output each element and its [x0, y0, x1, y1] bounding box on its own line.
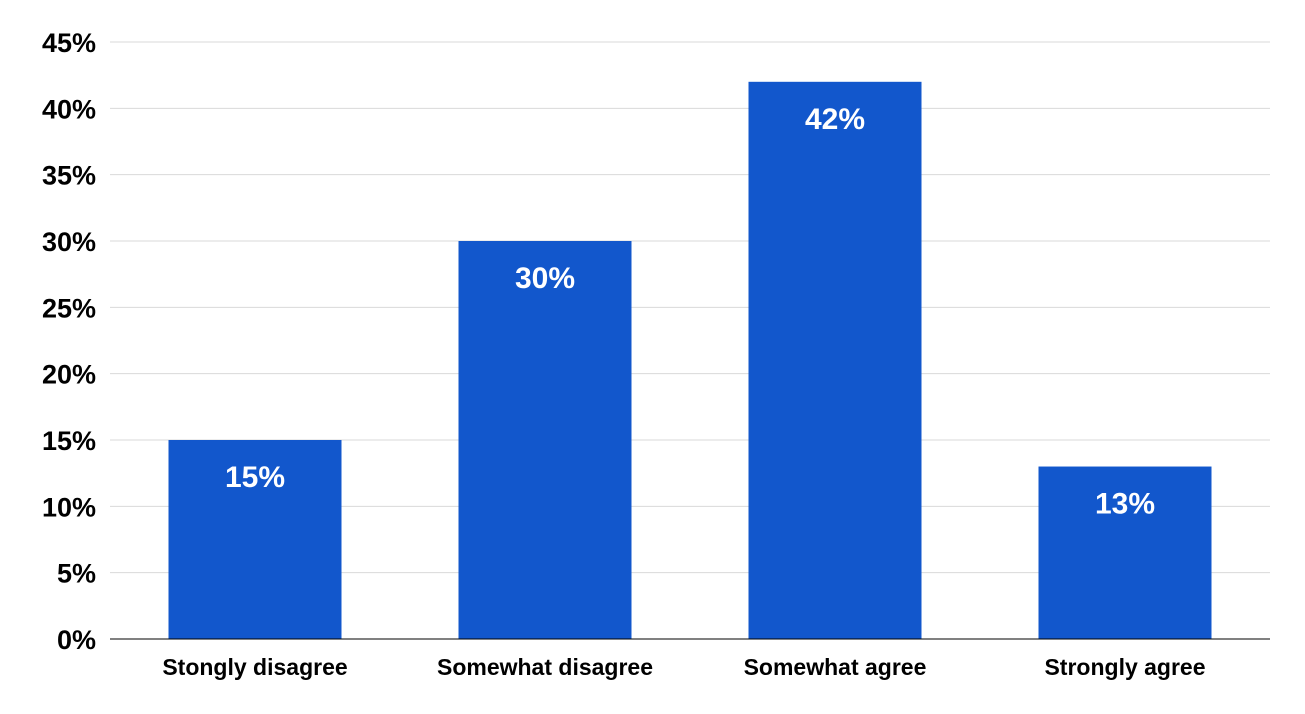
x-category-label: Strongly agree	[1044, 654, 1205, 680]
y-tick-label: 35%	[42, 161, 96, 191]
bar	[458, 241, 632, 639]
y-tick-label: 20%	[42, 360, 96, 390]
y-tick-label: 15%	[42, 426, 96, 456]
y-tick-label: 5%	[57, 559, 96, 589]
y-tick-label: 40%	[42, 94, 96, 124]
y-tick-label: 30%	[42, 227, 96, 257]
bar	[168, 440, 342, 639]
bars	[168, 81, 1212, 640]
x-axis-categories: Stongly disagree Somewhat disagree Somewha…	[162, 654, 1205, 680]
y-tick-label: 0%	[57, 625, 96, 655]
x-category-label: Stongly disagree	[162, 654, 347, 680]
bar-value-label: 13%	[1095, 488, 1155, 521]
y-tick-label: 10%	[42, 492, 96, 522]
bar	[748, 81, 922, 640]
y-tick-label: 45%	[42, 28, 96, 58]
bar	[1038, 466, 1212, 639]
bar-value-label: 42%	[805, 103, 865, 136]
y-tick-label: 25%	[42, 293, 96, 323]
data-labels: 15% 30% 42% 13%	[225, 103, 1155, 521]
x-category-label: Somewhat agree	[744, 654, 927, 680]
bar-value-label: 30%	[515, 262, 575, 295]
x-category-label: Somewhat disagree	[437, 654, 653, 680]
bar-value-label: 15%	[225, 461, 285, 494]
y-axis-ticks: 0% 5% 10% 15% 20% 25% 30% 35% 40% 45%	[42, 28, 96, 655]
